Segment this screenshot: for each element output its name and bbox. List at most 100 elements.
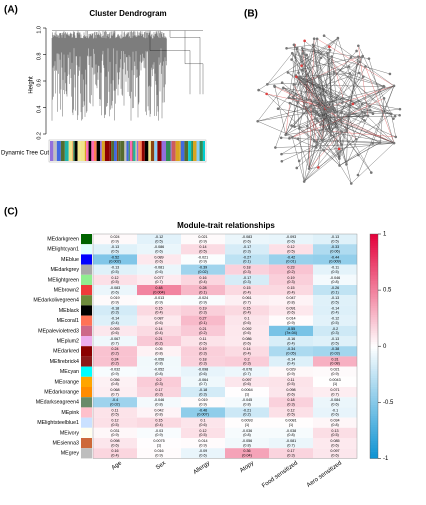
module-color bbox=[81, 326, 92, 336]
module-stripe bbox=[114, 141, 117, 161]
node bbox=[323, 102, 326, 105]
module-stripe bbox=[148, 141, 151, 161]
colorbar-step bbox=[370, 400, 378, 403]
node bbox=[292, 83, 295, 86]
node bbox=[340, 111, 343, 114]
module-color bbox=[81, 438, 92, 448]
cell-p-value: (0.5) bbox=[331, 239, 339, 243]
node bbox=[328, 45, 331, 48]
colorbar-step bbox=[370, 380, 378, 383]
node bbox=[304, 81, 307, 84]
row-label: MEdarkgrey bbox=[50, 267, 79, 273]
cell-p-value: (0.5) bbox=[199, 433, 207, 437]
node bbox=[338, 164, 341, 167]
row-label: MEblack bbox=[59, 308, 80, 314]
node bbox=[358, 72, 361, 75]
row-label: MEdarkorange bbox=[44, 390, 79, 396]
dendrogram-title: Cluster Dendrogram bbox=[89, 9, 166, 18]
node bbox=[370, 171, 373, 174]
cell-p-value: (0.3) bbox=[155, 392, 163, 396]
cell-p-value: (0.6) bbox=[199, 454, 207, 458]
cell-p-value: (0.9) bbox=[111, 372, 119, 376]
module-stripe bbox=[129, 141, 130, 161]
node bbox=[256, 120, 259, 123]
node bbox=[274, 146, 277, 149]
cell-p-value: (0.8) bbox=[155, 413, 163, 417]
node bbox=[285, 47, 288, 50]
node bbox=[325, 128, 328, 131]
module-stripe bbox=[193, 141, 197, 161]
cell-p-value: (1) bbox=[245, 423, 250, 427]
colorbar-step bbox=[370, 342, 378, 345]
module-stripe bbox=[171, 141, 172, 161]
node bbox=[305, 54, 308, 57]
colorbar-step bbox=[370, 375, 378, 378]
node bbox=[257, 89, 260, 92]
node bbox=[341, 101, 344, 104]
module-color bbox=[81, 305, 92, 315]
module-stripe bbox=[120, 141, 124, 161]
node bbox=[317, 166, 320, 169]
node bbox=[312, 44, 315, 47]
colorbar-step bbox=[370, 348, 378, 351]
cell-p-value: (0.9) bbox=[111, 239, 119, 243]
colorbar-step bbox=[370, 425, 378, 428]
node bbox=[321, 108, 324, 111]
colorbar-step bbox=[370, 236, 378, 239]
module-color bbox=[81, 265, 92, 275]
node bbox=[333, 71, 336, 74]
row-label: MEorange bbox=[55, 379, 79, 385]
node bbox=[348, 72, 351, 75]
cell-p-value: (0.6) bbox=[155, 321, 163, 325]
node bbox=[297, 137, 300, 140]
colorbar-step bbox=[370, 351, 378, 354]
module-stripe bbox=[197, 141, 200, 161]
node bbox=[291, 136, 294, 139]
node bbox=[277, 107, 280, 110]
panel-label: (C) bbox=[4, 207, 18, 218]
module-color bbox=[81, 316, 92, 326]
module-stripe bbox=[94, 141, 97, 161]
node bbox=[327, 116, 330, 119]
module-stripe bbox=[136, 141, 137, 161]
node bbox=[337, 37, 340, 40]
y-tick-label: 0.6 bbox=[36, 79, 42, 87]
node bbox=[319, 99, 322, 102]
cell-p-value: (0.002) bbox=[109, 260, 121, 264]
colorbar-step bbox=[370, 328, 378, 331]
node bbox=[282, 87, 285, 90]
module-stripe bbox=[130, 141, 133, 161]
cell-p-value: (0.5) bbox=[331, 301, 339, 305]
cell-p-value: (0.6) bbox=[287, 311, 295, 315]
colorbar-step bbox=[370, 431, 378, 434]
module-stripe bbox=[142, 141, 145, 161]
tree-cut-label: Dynamic Tree Cut bbox=[1, 151, 49, 157]
node bbox=[371, 142, 374, 145]
y-tick-label: 1.0 bbox=[36, 26, 42, 34]
colorbar-step bbox=[370, 369, 378, 372]
colorbar-step bbox=[370, 281, 378, 284]
node bbox=[297, 71, 300, 74]
cell-p-value: (0.6) bbox=[243, 341, 251, 345]
colorbar-step bbox=[370, 339, 378, 342]
colorbar-step bbox=[370, 436, 378, 439]
colorbar-step bbox=[370, 263, 378, 266]
cell-p-value: (0.03) bbox=[330, 352, 340, 356]
cell-p-value: (0.2) bbox=[287, 270, 295, 274]
node bbox=[340, 143, 343, 146]
colorbar-step bbox=[370, 411, 378, 414]
cell-p-value: (0.8) bbox=[243, 403, 251, 407]
module-color bbox=[81, 367, 92, 377]
module-color bbox=[81, 285, 92, 295]
colorbar-step bbox=[370, 429, 378, 432]
heatmap-title: Module-trait relationships bbox=[177, 221, 275, 230]
module-stripe bbox=[89, 141, 92, 161]
cell-p-value: (0.3) bbox=[199, 352, 207, 356]
cell-p-value: (0.4) bbox=[155, 423, 163, 427]
node bbox=[310, 105, 313, 108]
module-stripe bbox=[91, 141, 94, 161]
panel-label: (A) bbox=[4, 5, 18, 16]
node bbox=[340, 116, 343, 119]
cell-p-value: (0.8) bbox=[155, 362, 163, 366]
cell-p-value: (0.4) bbox=[287, 362, 295, 366]
